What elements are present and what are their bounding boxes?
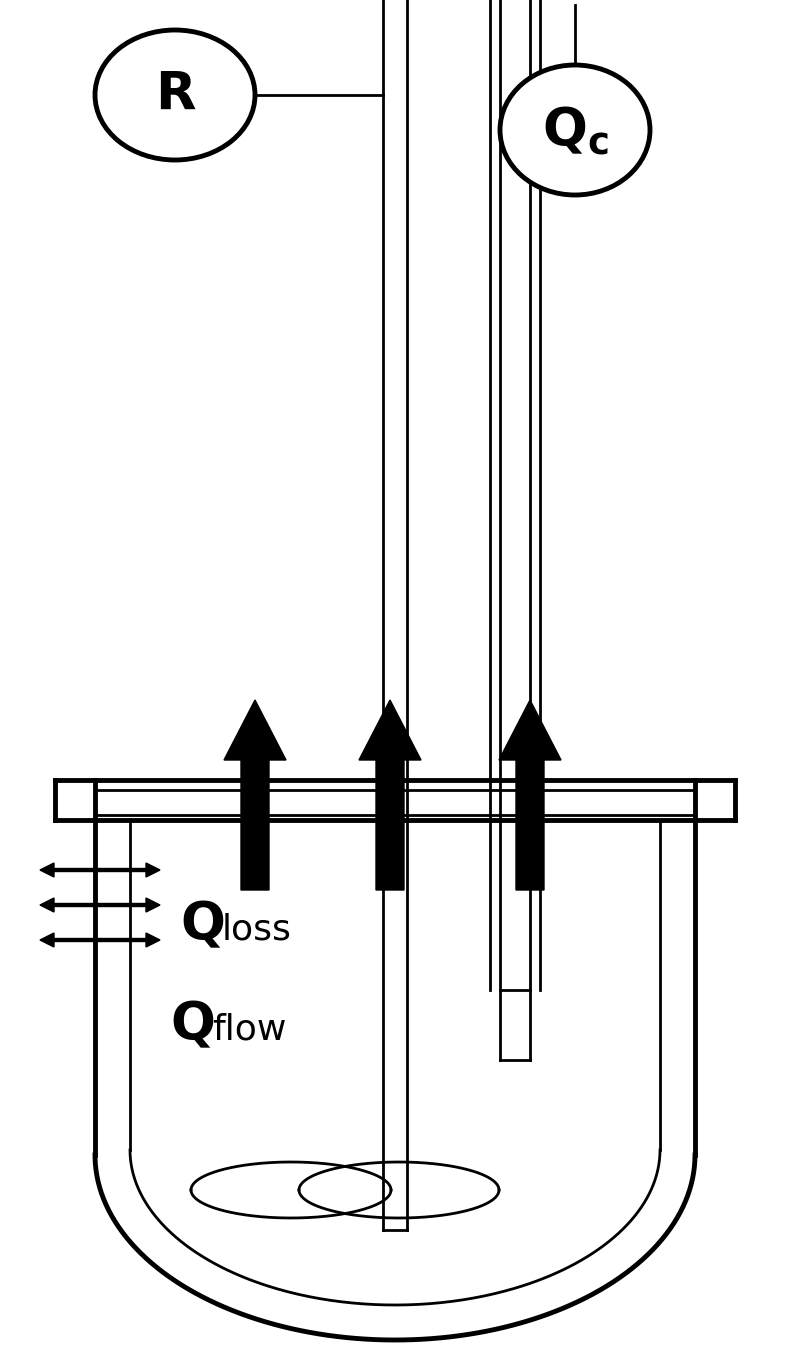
FancyArrow shape: [359, 699, 421, 889]
Ellipse shape: [95, 30, 255, 160]
Text: $\mathbf{Q}$: $\mathbf{Q}$: [180, 899, 224, 951]
FancyArrow shape: [100, 898, 160, 913]
Text: flow: flow: [212, 1012, 286, 1046]
FancyArrow shape: [224, 699, 286, 889]
Ellipse shape: [500, 65, 650, 196]
FancyArrow shape: [40, 862, 100, 877]
FancyArrow shape: [40, 898, 100, 913]
FancyArrow shape: [100, 933, 160, 947]
Text: R: R: [155, 69, 195, 121]
Text: $\mathbf{Q_c}$: $\mathbf{Q_c}$: [542, 106, 608, 159]
Text: $\mathbf{Q}$: $\mathbf{Q}$: [170, 999, 214, 1051]
Text: loss: loss: [222, 913, 292, 947]
FancyArrow shape: [499, 699, 561, 889]
FancyArrow shape: [100, 862, 160, 877]
FancyArrow shape: [40, 933, 100, 947]
